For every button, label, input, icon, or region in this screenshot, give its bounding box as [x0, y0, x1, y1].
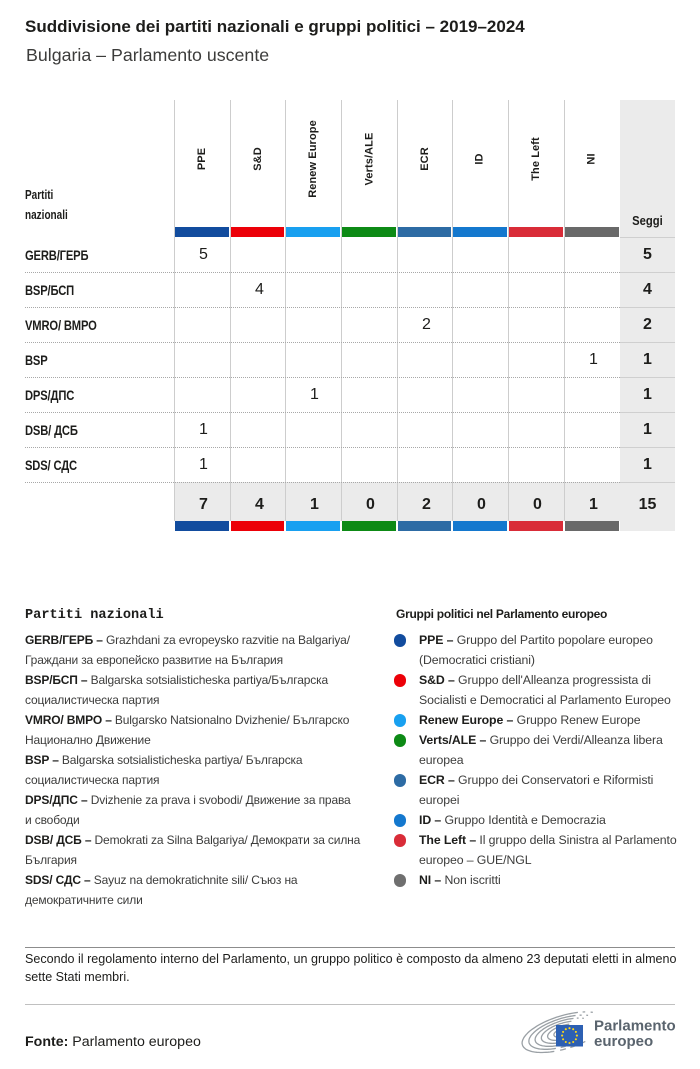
svg-text:europeo: europeo: [594, 1033, 653, 1050]
svg-text:Parlamento: Parlamento: [594, 1018, 676, 1035]
